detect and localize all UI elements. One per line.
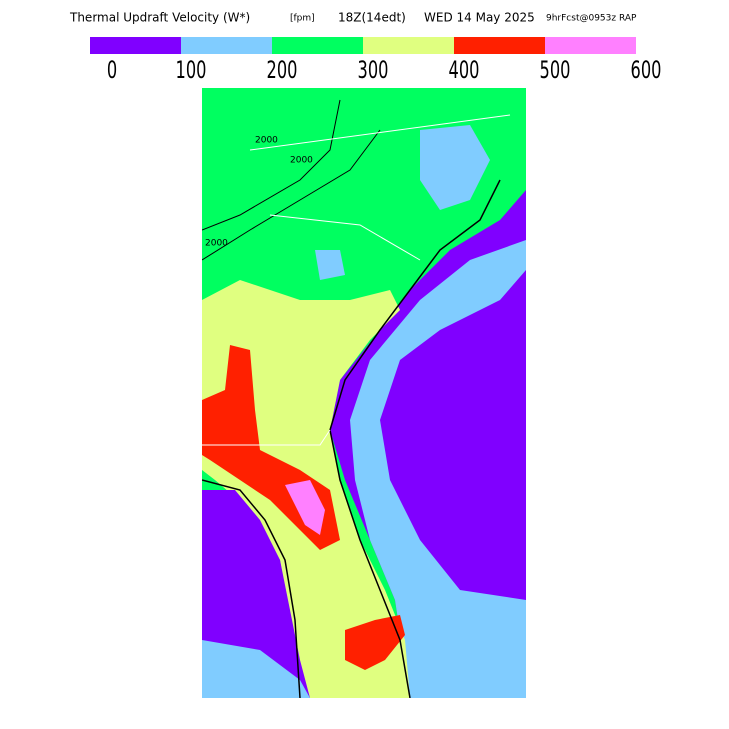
pink-area: [285, 480, 325, 535]
coastline: [329, 179, 501, 698]
colorbar-tick-label: 400: [449, 56, 480, 84]
colorbar-tick-label: 0: [107, 56, 117, 84]
state-border: [249, 114, 511, 151]
terrain-contour: [202, 129, 381, 261]
colorbar-segment: [545, 37, 636, 54]
blue-patch: [420, 125, 490, 210]
red-area: [345, 615, 405, 670]
title: Thermal Updraft Velocity (W*): [69, 11, 250, 25]
colorbar-segment: [181, 37, 272, 54]
time: 18Z(14edt): [338, 11, 406, 25]
blue-patch: [315, 250, 345, 280]
map: 2000 2000 2000: [202, 88, 526, 698]
colorbar-tick-label: 200: [267, 56, 298, 84]
coastline: [202, 479, 301, 698]
ocean-deep: [395, 300, 526, 590]
date: WED 14 May 2025: [424, 11, 535, 25]
units: [fpm]: [290, 14, 315, 24]
colorbar-tick-label: 600: [631, 56, 662, 84]
colorbar-segment: [363, 37, 454, 54]
colorbar-tick-label: 100: [176, 56, 207, 84]
colorbar-segment: [272, 37, 363, 54]
ocean-blue: [350, 240, 526, 698]
contour-label: 2000: [255, 136, 278, 146]
colorbar-tick-label: 500: [540, 56, 571, 84]
colorbar: 0 100 200 300 400 500 600: [90, 37, 661, 85]
colorbar-tick-label: 300: [358, 56, 389, 84]
forecast: 9hrFcst@0953z RAP: [546, 14, 637, 24]
gulf-blue: [202, 640, 310, 698]
colorbar-segment: [454, 37, 545, 54]
colorbar-segment: [90, 37, 181, 54]
state-border: [269, 214, 421, 261]
contour-label: 2000: [290, 156, 313, 166]
state-border: [202, 429, 331, 446]
contour-label: 2000: [205, 239, 228, 249]
terrain-contour: [202, 99, 341, 231]
